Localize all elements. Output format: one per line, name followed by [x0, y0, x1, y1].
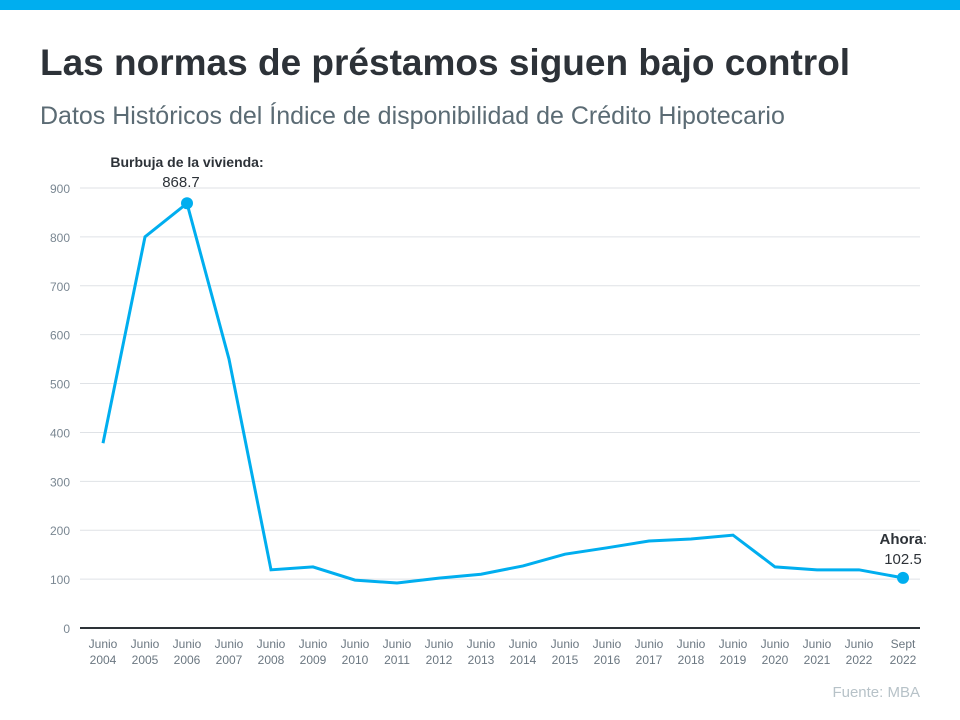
x-tick-label: Junio: [215, 637, 244, 651]
x-tick-label: 2015: [552, 653, 579, 667]
y-tick-label: 100: [50, 573, 70, 587]
x-tick-label: Junio: [257, 637, 286, 651]
x-tick-label: Junio: [425, 637, 454, 651]
annotation-colon: :: [923, 531, 927, 548]
annotation-value: 868.7: [162, 174, 200, 191]
x-tick-label: 2008: [258, 653, 285, 667]
y-tick-label: 300: [50, 475, 70, 489]
x-tick-label: Sept: [891, 637, 916, 651]
x-tick-label: 2013: [468, 653, 495, 667]
x-tick-label: 2022: [846, 653, 873, 667]
y-tick-label: 800: [50, 231, 70, 245]
x-tick-label: 2021: [804, 653, 831, 667]
x-tick-label: Junio: [131, 637, 160, 651]
annotation-label: Burbuja de la vivienda:: [110, 154, 263, 170]
x-tick-label: 2018: [678, 653, 705, 667]
x-tick-label: 2004: [90, 653, 117, 667]
x-tick-label: Junio: [677, 637, 706, 651]
y-tick-label: 200: [50, 524, 70, 538]
series-line: [101, 200, 904, 585]
page-subtitle: Datos Históricos del Índice de disponibi…: [40, 102, 785, 130]
x-tick-label: 2009: [300, 653, 327, 667]
x-tick-label: Junio: [299, 637, 328, 651]
x-tick-label: Junio: [761, 637, 790, 651]
x-tick-label: Junio: [551, 637, 580, 651]
annotation-label: Ahora:: [879, 531, 927, 548]
highlight-point: [181, 197, 193, 210]
page-title: Las normas de préstamos siguen bajo cont…: [40, 42, 851, 83]
x-tick-label: Junio: [341, 637, 370, 651]
annotation-value: 102.5: [884, 551, 922, 568]
x-tick-label: 2019: [720, 653, 747, 667]
x-tick-label: Junio: [383, 637, 412, 651]
x-tick-label: 2006: [174, 653, 201, 667]
x-tick-label: Junio: [635, 637, 664, 651]
x-tick-label: 2016: [594, 653, 621, 667]
x-tick-label: 2022: [890, 653, 917, 667]
x-tick-label: Junio: [509, 637, 538, 651]
highlight-point: [897, 571, 909, 584]
x-tick-label: Junio: [173, 637, 202, 651]
x-tick-label: 2005: [132, 653, 159, 667]
y-tick-label: 400: [50, 426, 70, 440]
y-tick-label: 900: [50, 182, 70, 196]
x-tick-label: Junio: [89, 637, 118, 651]
x-tick-label: 2010: [342, 653, 369, 667]
x-tick-label: 2012: [426, 653, 453, 667]
x-tick-label: 2020: [762, 653, 789, 667]
x-tick-label: 2011: [384, 653, 410, 667]
source-note: Fuente: MBA: [832, 684, 920, 701]
x-tick-label: 2007: [216, 653, 243, 667]
y-tick-label: 500: [50, 378, 70, 392]
x-tick-label: Junio: [593, 637, 622, 651]
x-tick-label: Junio: [719, 637, 748, 651]
x-tick-label: 2017: [636, 653, 663, 667]
y-tick-label: 700: [50, 280, 70, 294]
x-tick-label: Junio: [803, 637, 832, 651]
top-accent-bar: [0, 0, 960, 10]
y-tick-label: 600: [50, 329, 70, 343]
y-tick-label: 0: [63, 622, 70, 636]
x-tick-label: Junio: [845, 637, 874, 651]
x-tick-label: Junio: [467, 637, 496, 651]
x-tick-label: 2014: [510, 653, 537, 667]
